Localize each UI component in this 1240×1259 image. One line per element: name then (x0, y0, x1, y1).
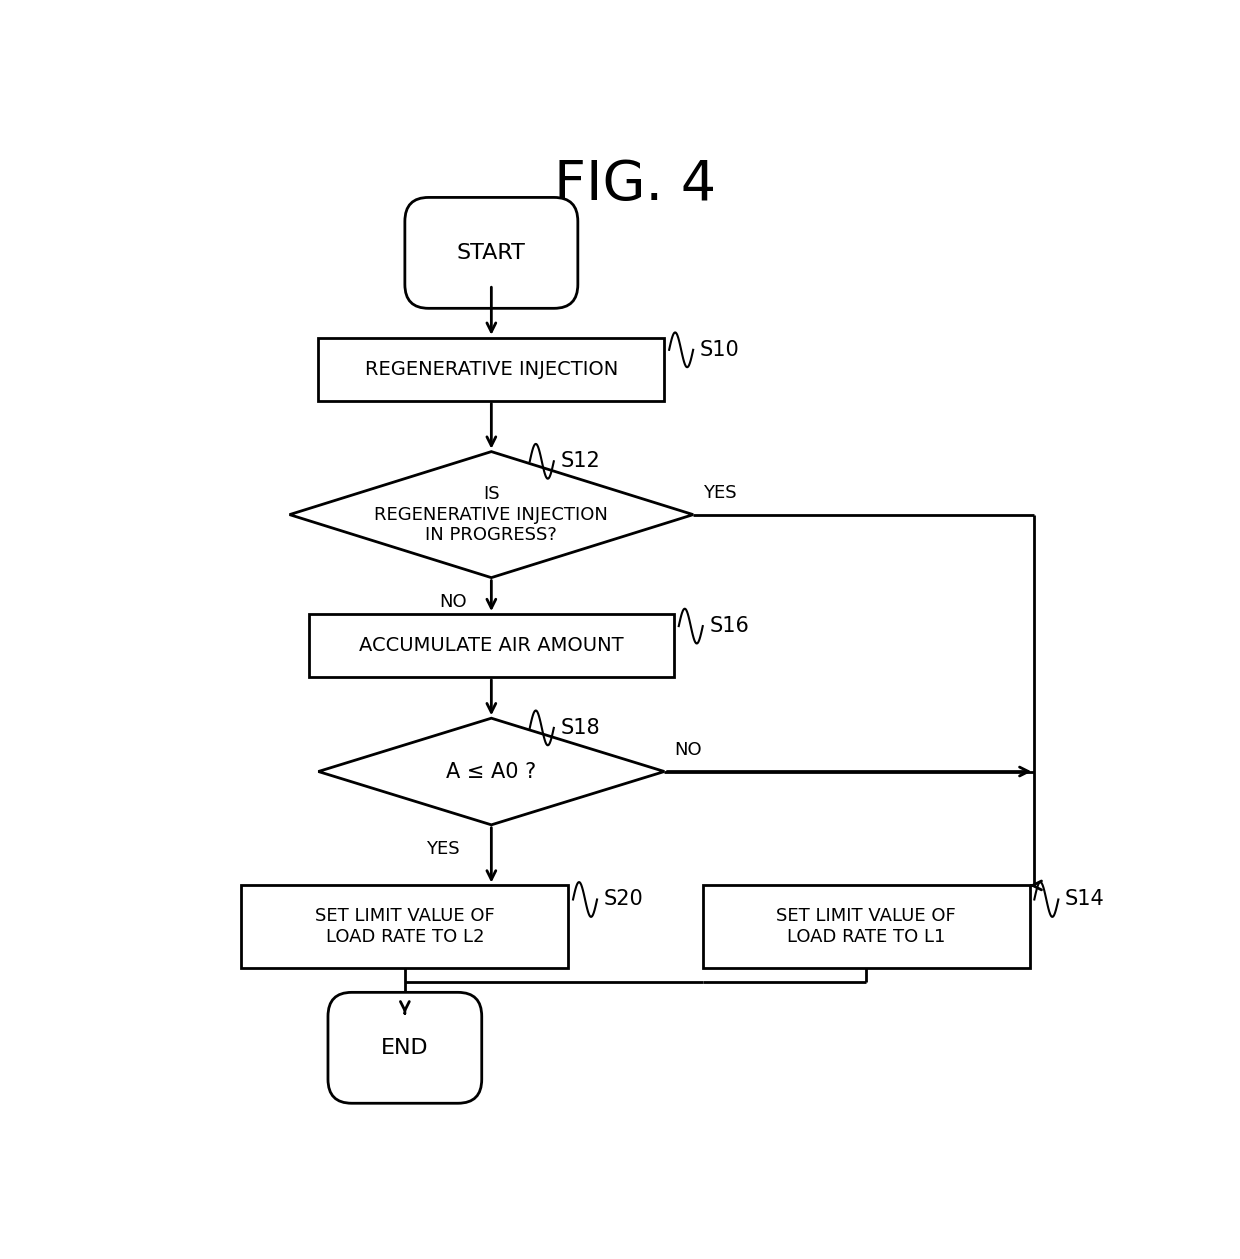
Text: A ≤ A0 ?: A ≤ A0 ? (446, 762, 537, 782)
Polygon shape (289, 452, 693, 578)
Text: S20: S20 (604, 889, 644, 909)
Text: ACCUMULATE AIR AMOUNT: ACCUMULATE AIR AMOUNT (360, 636, 624, 655)
Text: S18: S18 (560, 718, 600, 738)
Bar (703, 885, 1029, 968)
Bar (319, 337, 665, 400)
Text: S16: S16 (709, 616, 749, 636)
Text: NO: NO (675, 742, 702, 759)
Text: IS
REGENERATIVE INJECTION
IN PROGRESS?: IS REGENERATIVE INJECTION IN PROGRESS? (374, 485, 609, 544)
Text: FIG. 4: FIG. 4 (554, 159, 717, 212)
Text: SET LIMIT VALUE OF
LOAD RATE TO L2: SET LIMIT VALUE OF LOAD RATE TO L2 (315, 908, 495, 946)
Text: REGENERATIVE INJECTION: REGENERATIVE INJECTION (365, 360, 618, 379)
Text: YES: YES (703, 485, 737, 502)
Text: END: END (381, 1037, 429, 1058)
Text: S12: S12 (560, 451, 600, 471)
Bar (242, 885, 568, 968)
Bar (309, 614, 675, 677)
Text: S10: S10 (699, 340, 739, 360)
Text: NO: NO (439, 593, 466, 611)
Text: START: START (456, 243, 526, 263)
FancyBboxPatch shape (327, 992, 481, 1103)
FancyBboxPatch shape (404, 198, 578, 308)
Polygon shape (319, 718, 665, 825)
Text: YES: YES (427, 840, 460, 859)
Text: S14: S14 (1065, 889, 1105, 909)
Text: SET LIMIT VALUE OF
LOAD RATE TO L1: SET LIMIT VALUE OF LOAD RATE TO L1 (776, 908, 956, 946)
